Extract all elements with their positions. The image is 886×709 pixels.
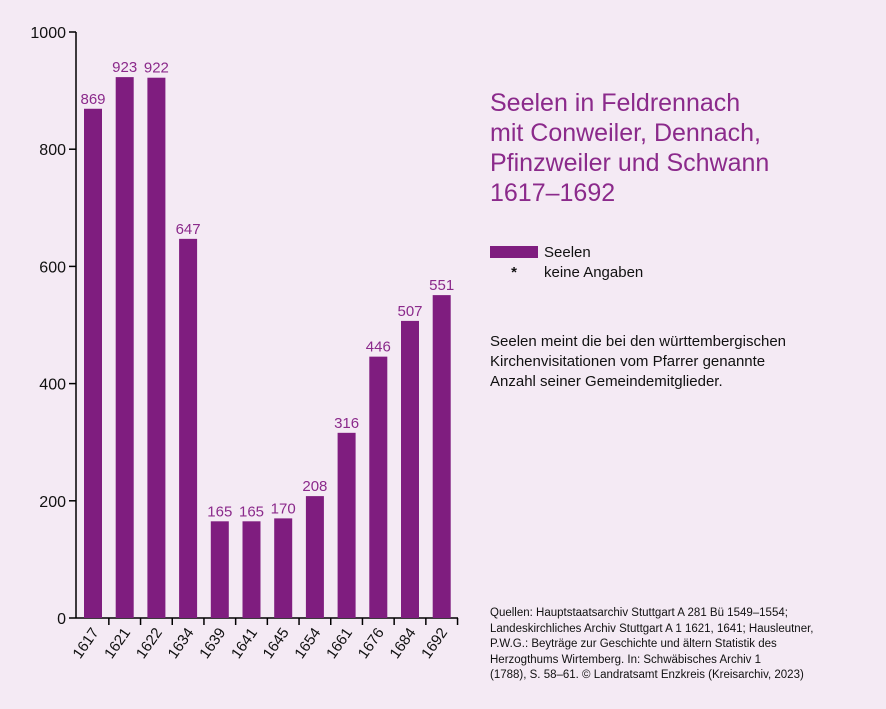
x-tick-label: 1645	[260, 625, 293, 662]
data-label: 507	[397, 303, 422, 320]
bar	[84, 108, 102, 619]
data-label: 208	[302, 478, 327, 495]
bar	[369, 356, 388, 618]
data-label: 923	[112, 59, 137, 76]
data-label: 551	[429, 277, 454, 294]
note-line-2: Kirchenvisitationen vom Pfarrer genannte	[490, 353, 766, 370]
data-label: 316	[334, 415, 359, 432]
y-tick-label: 600	[39, 259, 66, 276]
x-tick-label: 1621	[101, 625, 134, 662]
note-line-1: Seelen meint die bei den württembergisch…	[490, 333, 787, 350]
x-tick-label: 1622	[133, 625, 166, 662]
bar	[242, 521, 261, 618]
source-line-1: Quellen: Hauptstaatsarchiv Stuttgart A 2…	[490, 607, 788, 619]
y-tick-label: 0	[57, 611, 66, 628]
bar	[115, 77, 134, 618]
asterisk-icon: *	[511, 263, 517, 281]
sources-note: Quellen: Hauptstaatsarchiv Stuttgart A 2…	[490, 606, 870, 684]
bar	[179, 238, 198, 618]
title-line-2: mit Conweiler, Dennach,	[490, 119, 761, 147]
x-tick-label: 1641	[228, 625, 261, 662]
source-line-2: Landeskirchliches Archiv Stuttgart A 1 1…	[490, 622, 814, 635]
source-line-5: (1788), S. 58–61. © Landratsamt Enzkreis…	[490, 669, 804, 681]
x-tick-label: 1639	[196, 625, 229, 662]
bar	[305, 496, 324, 618]
y-tick-label: 800	[39, 142, 66, 159]
legend: Seelen * keine Angaben	[490, 242, 643, 282]
bar	[401, 320, 419, 618]
data-label: 165	[207, 503, 232, 520]
bar	[147, 77, 166, 618]
data-label: 869	[80, 91, 105, 108]
x-tick-label: 1654	[291, 625, 324, 662]
data-label: 165	[239, 503, 264, 520]
y-tick-label: 1000	[30, 25, 66, 42]
legend-label-missing: keine Angaben	[544, 263, 644, 281]
x-tick-label: 1676	[355, 625, 388, 662]
title-line-3: Pfinzweiler und Schwann	[490, 149, 770, 177]
x-tick-label: 1634	[165, 625, 198, 662]
bar	[337, 432, 356, 618]
data-label: 170	[271, 500, 296, 517]
x-tick-label: 1684	[386, 625, 419, 662]
chart-title: Seelen in Feldrennach mit Conweiler, Den…	[490, 88, 870, 208]
x-tick-label: 1617	[69, 625, 102, 662]
note-line-3: Anzahl seiner Gemeindemitglieder.	[490, 373, 723, 390]
x-tick-label: 1661	[323, 625, 356, 662]
bar	[210, 521, 229, 618]
y-tick-label: 200	[39, 494, 66, 511]
title-line-1: Seelen in Feldrennach	[490, 89, 741, 117]
x-tick-label: 1692	[418, 625, 451, 662]
data-label: 922	[144, 60, 169, 77]
legend-swatch	[490, 246, 538, 258]
bar	[274, 518, 293, 618]
bar	[432, 295, 451, 618]
definition-note: Seelen meint die bei den württembergisch…	[490, 332, 870, 392]
y-tick-label: 400	[39, 377, 66, 394]
legend-item-missing: * keine Angaben	[490, 262, 643, 282]
source-line-4: Herzogthums Wirtemberg. In: Schwäbisches…	[490, 653, 761, 666]
legend-item-seelen: Seelen	[490, 242, 643, 262]
legend-label-seelen: Seelen	[544, 243, 591, 261]
title-line-4: 1617–1692	[490, 179, 616, 207]
data-label: 446	[366, 339, 391, 356]
data-label: 647	[176, 221, 201, 238]
source-line-3: P.W.G.: Beyträge zur Geschichte und älte…	[490, 638, 777, 650]
